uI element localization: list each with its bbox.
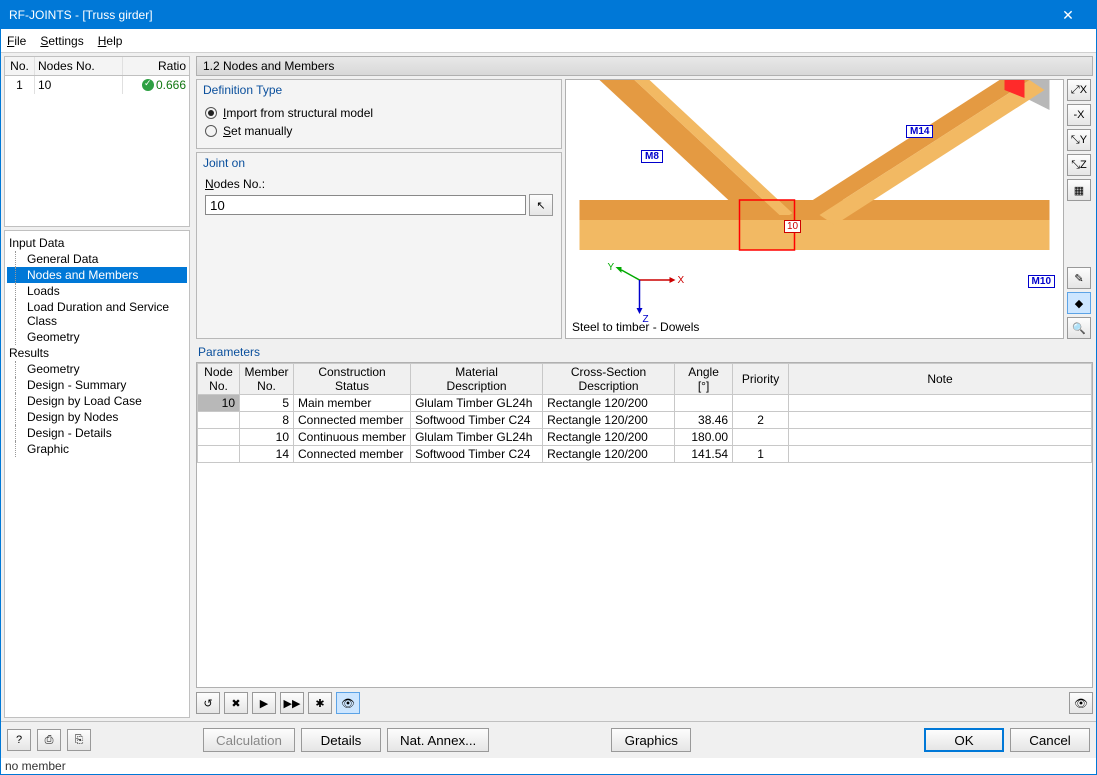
tree-item-design-details[interactable]: Design - Details bbox=[7, 425, 187, 441]
viewport-3d[interactable]: X Y Z M8 M14 M10 10 Steel to timber - Do… bbox=[565, 79, 1064, 339]
param-tool-2[interactable]: ▶ bbox=[252, 692, 276, 714]
status-bar: no member bbox=[1, 758, 1096, 774]
view-tool-5[interactable]: ✎ bbox=[1067, 267, 1091, 289]
tree-item-general-data[interactable]: General Data bbox=[7, 251, 187, 267]
check-icon bbox=[142, 79, 154, 91]
tree-item-geometry[interactable]: Geometry bbox=[7, 361, 187, 377]
node-label-10: 10 bbox=[784, 220, 801, 233]
view-tool-1[interactable]: -X bbox=[1067, 104, 1091, 126]
cancel-button[interactable]: Cancel bbox=[1010, 728, 1090, 752]
help-button[interactable]: ? bbox=[7, 729, 31, 751]
parameters-grid[interactable]: NodeNo.MemberNo.ConstructionStatusMateri… bbox=[196, 362, 1093, 688]
export-button[interactable]: ⎙ bbox=[37, 729, 61, 751]
grid-header[interactable]: ConstructionStatus bbox=[294, 364, 411, 395]
grid-row[interactable]: 8Connected memberSoftwood Timber C24Rect… bbox=[198, 412, 1092, 429]
param-tool-0[interactable]: ↺ bbox=[196, 692, 220, 714]
view-tool-6[interactable]: ◆ bbox=[1067, 292, 1091, 314]
param-tool-eye[interactable]: 👁 bbox=[1069, 692, 1093, 714]
menu-settings[interactable]: Settings bbox=[40, 34, 83, 48]
grid-header[interactable]: Note bbox=[789, 364, 1092, 395]
tree-results[interactable]: Results bbox=[7, 345, 187, 361]
tree-item-design-by-nodes[interactable]: Design by Nodes bbox=[7, 409, 187, 425]
details-button[interactable]: Details bbox=[301, 728, 381, 752]
radio-manual[interactable]: Set manually bbox=[205, 122, 553, 140]
ok-button[interactable]: OK bbox=[924, 728, 1004, 752]
viewport-caption: Steel to timber - Dowels bbox=[572, 320, 699, 334]
tree-item-design-summary[interactable]: Design - Summary bbox=[7, 377, 187, 393]
menu-file[interactable]: File bbox=[7, 34, 26, 48]
svg-text:Y: Y bbox=[608, 262, 615, 273]
menubar: File Settings Help bbox=[1, 29, 1096, 53]
view-tool-4[interactable]: ▦ bbox=[1067, 179, 1091, 201]
grid-header[interactable]: Angle[°] bbox=[675, 364, 733, 395]
member-label-m8: M8 bbox=[641, 150, 663, 163]
view-tool-3[interactable]: ⤡Z bbox=[1067, 154, 1091, 176]
member-label-m10: M10 bbox=[1028, 275, 1055, 288]
parameters-title: Parameters bbox=[196, 342, 1093, 362]
titlebar: RF-JOINTS - [Truss girder] ✕ bbox=[1, 1, 1096, 29]
grid-row[interactable]: 10Continuous memberGlulam Timber GL24hRe… bbox=[198, 429, 1092, 446]
tree-item-graphic[interactable]: Graphic bbox=[7, 441, 187, 457]
param-tool-5[interactable]: 👁 bbox=[336, 692, 360, 714]
calculation-button[interactable]: Calculation bbox=[203, 728, 295, 752]
cases-table: No. Nodes No. Ratio 1 10 0.666 bbox=[4, 56, 190, 227]
svg-text:X: X bbox=[678, 275, 685, 286]
view-tool-0[interactable]: ⤢X bbox=[1067, 79, 1091, 101]
tree-item-geometry[interactable]: Geometry bbox=[7, 329, 187, 345]
cases-header-ratio: Ratio bbox=[123, 57, 189, 75]
export2-button[interactable]: ⎘ bbox=[67, 729, 91, 751]
graphics-button[interactable]: Graphics bbox=[611, 728, 691, 752]
tree-item-load-duration-and-service-class[interactable]: Load Duration and Service Class bbox=[7, 299, 187, 329]
param-tool-3[interactable]: ▶▶ bbox=[280, 692, 304, 714]
tree-item-design-by-load-case[interactable]: Design by Load Case bbox=[7, 393, 187, 409]
member-label-m14: M14 bbox=[906, 125, 933, 138]
grid-header[interactable]: Priority bbox=[733, 364, 789, 395]
menu-help[interactable]: Help bbox=[98, 34, 123, 48]
view-tool-2[interactable]: ⤡Y bbox=[1067, 129, 1091, 151]
parameters-toolbar: ↺✖▶▶▶✱👁👁 bbox=[196, 688, 1093, 718]
tree-input-data[interactable]: Input Data bbox=[7, 235, 187, 251]
nav-tree: Input Data General DataNodes and Members… bbox=[4, 230, 190, 718]
cases-row[interactable]: 1 10 0.666 bbox=[5, 76, 189, 94]
radio-import[interactable]: Import from structural model bbox=[205, 104, 553, 122]
cases-header-nodes: Nodes No. bbox=[35, 57, 123, 75]
param-tool-1[interactable]: ✖ bbox=[224, 692, 248, 714]
view-tool-7[interactable]: 🔍 bbox=[1067, 317, 1091, 339]
nodes-no-input[interactable] bbox=[205, 195, 526, 215]
tree-item-nodes-and-members[interactable]: Nodes and Members bbox=[7, 267, 187, 283]
close-icon[interactable]: ✕ bbox=[1048, 7, 1088, 24]
grid-header[interactable]: MemberNo. bbox=[240, 364, 294, 395]
grid-header[interactable]: NodeNo. bbox=[198, 364, 240, 395]
grid-row[interactable]: 105Main memberGlulam Timber GL24hRectang… bbox=[198, 395, 1092, 412]
tree-item-loads[interactable]: Loads bbox=[7, 283, 187, 299]
radio-icon bbox=[205, 107, 217, 119]
grid-header[interactable]: Cross-SectionDescription bbox=[543, 364, 675, 395]
joint-on-group: Joint on Nodes No.: ↖ bbox=[196, 152, 562, 339]
grid-row[interactable]: 14Connected memberSoftwood Timber C24Rec… bbox=[198, 446, 1092, 463]
window-title: RF-JOINTS - [Truss girder] bbox=[9, 8, 1048, 22]
cases-header-no: No. bbox=[5, 57, 35, 75]
footer: ? ⎙ ⎘ Calculation Details Nat. Annex... … bbox=[1, 721, 1096, 758]
viewport-svg: X Y Z bbox=[566, 80, 1063, 338]
pick-node-button[interactable]: ↖ bbox=[529, 194, 553, 216]
param-tool-4[interactable]: ✱ bbox=[308, 692, 332, 714]
radio-icon bbox=[205, 125, 217, 137]
panel-title: 1.2 Nodes and Members bbox=[196, 56, 1093, 76]
definition-type-group: Definition Type Import from structural m… bbox=[196, 79, 562, 149]
grid-header[interactable]: MaterialDescription bbox=[411, 364, 543, 395]
nat-annex-button[interactable]: Nat. Annex... bbox=[387, 728, 489, 752]
